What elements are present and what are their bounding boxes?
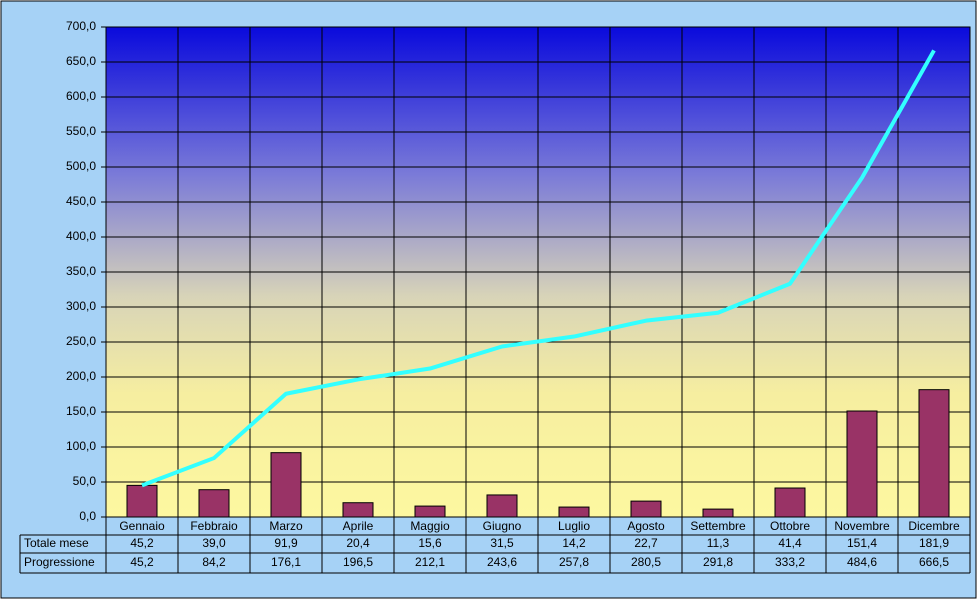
x-tick-label: Dicembre <box>908 519 960 533</box>
table-cell: 91,9 <box>274 536 298 550</box>
table-row-name: Progressione <box>24 555 95 569</box>
x-tick-label: Marzo <box>269 519 303 533</box>
bar <box>198 489 230 518</box>
table-cell: 20,4 <box>346 536 370 550</box>
bar <box>918 389 950 518</box>
y-tick-label: 150,0 <box>66 404 96 418</box>
bar <box>342 502 374 518</box>
table-row-name: Totale mese <box>24 536 89 550</box>
table-cell: 22,7 <box>634 536 658 550</box>
bar <box>486 494 518 518</box>
y-tick-label: 50,0 <box>73 474 97 488</box>
y-tick-label: 400,0 <box>66 229 96 243</box>
x-tick-label: Giugno <box>483 519 522 533</box>
x-tick-label: Agosto <box>627 519 665 533</box>
x-tick-label: Aprile <box>343 519 374 533</box>
table-cell: 291,8 <box>703 555 733 569</box>
y-tick-label: 450,0 <box>66 194 96 208</box>
y-tick-label: 700,0 <box>66 19 96 33</box>
y-tick-label: 250,0 <box>66 334 96 348</box>
bar <box>846 410 878 518</box>
y-tick-label: 0,0 <box>79 509 96 523</box>
table-cell: 196,5 <box>343 555 373 569</box>
x-tick-label: Ottobre <box>770 519 810 533</box>
table-cell: 45,2 <box>130 536 154 550</box>
bar <box>702 508 734 518</box>
table-cell: 212,1 <box>415 555 445 569</box>
table-cell: 15,6 <box>418 536 442 550</box>
table-cell: 333,2 <box>775 555 805 569</box>
table-cell: 176,1 <box>271 555 301 569</box>
table-cell: 41,4 <box>778 536 802 550</box>
table-cell: 14,2 <box>562 536 586 550</box>
bar <box>414 505 446 518</box>
bar <box>126 484 158 518</box>
x-tick-label: Gennaio <box>119 519 165 533</box>
x-tick-label: Luglio <box>558 519 590 533</box>
table-cell: 257,8 <box>559 555 589 569</box>
x-tick-label: Settembre <box>690 519 746 533</box>
table-cell: 666,5 <box>919 555 949 569</box>
y-tick-label: 350,0 <box>66 264 96 278</box>
table-cell: 181,9 <box>919 536 949 550</box>
x-tick-label: Febbraio <box>190 519 238 533</box>
y-tick-label: 100,0 <box>66 439 96 453</box>
line <box>141 49 936 488</box>
bar <box>774 487 806 518</box>
y-tick-label: 300,0 <box>66 299 96 313</box>
y-tick-label: 650,0 <box>66 54 96 68</box>
y-tick-label: 600,0 <box>66 89 96 103</box>
bar <box>558 506 590 518</box>
table-cell: 39,0 <box>202 536 226 550</box>
x-tick-label: Novembre <box>834 519 890 533</box>
table-cell: 45,2 <box>130 555 154 569</box>
y-tick-label: 200,0 <box>66 369 96 383</box>
bar <box>270 452 302 518</box>
table-cell: 280,5 <box>631 555 661 569</box>
table-cell: 484,6 <box>847 555 877 569</box>
table-cell: 151,4 <box>847 536 877 550</box>
bar <box>630 500 662 518</box>
y-tick-label: 500,0 <box>66 159 96 173</box>
x-tick-label: Maggio <box>410 519 450 533</box>
table-cell: 11,3 <box>707 536 730 550</box>
table-cell: 31,5 <box>490 536 514 550</box>
table-cell: 84,2 <box>202 555 226 569</box>
y-tick-label: 550,0 <box>66 124 96 138</box>
table-cell: 243,6 <box>487 555 517 569</box>
